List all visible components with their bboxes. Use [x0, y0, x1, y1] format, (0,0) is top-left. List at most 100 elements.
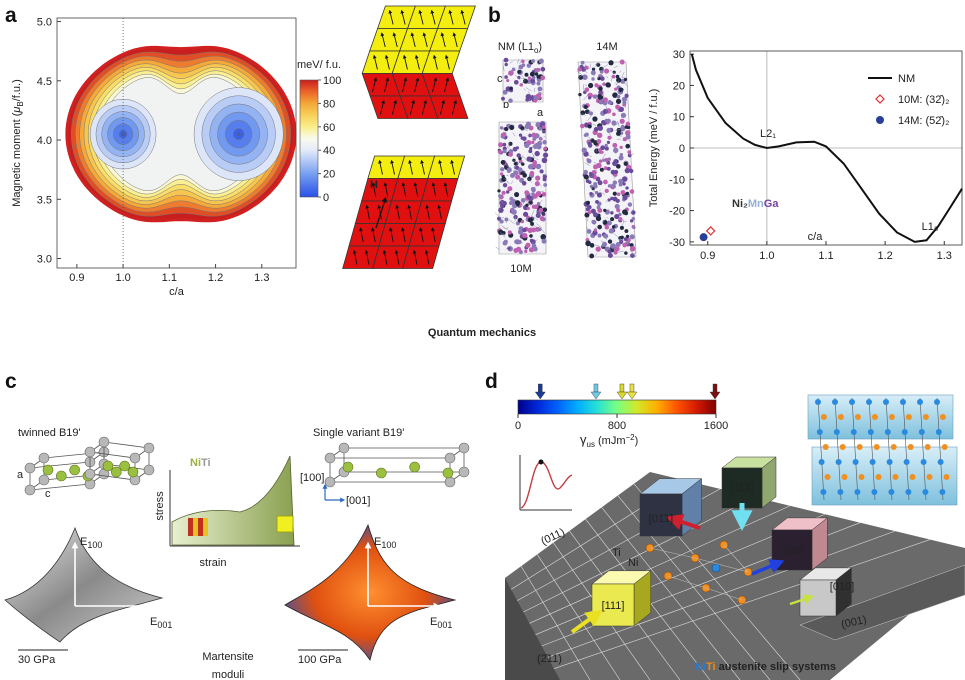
m14-crystal-atom	[617, 192, 621, 196]
m14-crystal-atom	[592, 116, 597, 121]
legend-label: 10M: (32̄)₂	[898, 94, 949, 106]
y-tick-label: 3.0	[37, 254, 52, 266]
nm-crystal-atom	[531, 59, 535, 63]
alloy-label-part: Ni	[190, 457, 201, 469]
m10-crystal-atom	[522, 233, 527, 238]
ni-atom	[120, 461, 130, 471]
m14-crystal-atom	[588, 83, 593, 88]
m14-crystal-atom	[597, 225, 602, 230]
m10-crystal-atom	[528, 164, 533, 169]
m14-crystal-atom	[620, 60, 625, 65]
scale-label: 30 GPa	[18, 654, 56, 666]
m10-crystal-atom	[529, 234, 533, 238]
ti-atom	[893, 474, 899, 480]
lattice-edge	[104, 442, 149, 448]
ni-atom	[837, 489, 843, 495]
structure-label-part: NM (L1	[498, 41, 534, 53]
structure-label: NM (L1o)	[498, 41, 542, 55]
m14-crystal-atom	[620, 146, 623, 149]
ti-atom	[459, 467, 469, 477]
x-tick-label: 1.0	[115, 272, 130, 284]
ni-atom	[934, 399, 940, 405]
y-axis-title: Magnetic moment (μB/f.u.)	[11, 79, 25, 207]
m10-crystal-atom	[503, 183, 507, 187]
m14-crystal-atom	[603, 209, 606, 212]
page: { "panel_labels": ["a", "b", "c", "d"], …	[0, 0, 965, 680]
ni-atom	[111, 467, 121, 477]
modulus-label-part: 100	[87, 540, 102, 550]
ti-atom	[39, 453, 49, 463]
direction-label: [01̄1]	[649, 513, 673, 525]
m14-crystal-atom	[613, 192, 617, 196]
modulus-label-part: E	[80, 536, 87, 548]
m10-crystal-atom	[517, 153, 521, 157]
nm-crystal-atom	[536, 75, 540, 79]
minimum-point	[237, 132, 241, 136]
m14-crystal-atom	[620, 226, 624, 230]
m14-crystal-atom	[630, 246, 636, 252]
ni-atom	[868, 429, 874, 435]
x-tick-label: 1.2	[877, 250, 892, 262]
ti-atom	[857, 444, 863, 450]
y-tick-label: 10	[673, 112, 685, 124]
ti-atom	[923, 414, 929, 420]
colorbar-tick-label: 0	[323, 192, 329, 204]
ni-atom	[443, 468, 453, 478]
m14-crystal-atom	[585, 241, 591, 247]
ti-atom	[823, 444, 829, 450]
m14-crystal-atom	[626, 134, 631, 139]
m14-crystal-atom	[593, 94, 597, 98]
m14-crystal-atom	[611, 243, 616, 248]
ti-atom	[85, 469, 95, 479]
m10-crystal-atom	[542, 125, 546, 129]
m10-crystal-atom	[521, 220, 524, 223]
twin-stripe	[193, 518, 198, 536]
y-axis-title-part: μ	[11, 107, 23, 114]
m14-crystal-atom	[617, 95, 621, 99]
m14-crystal-atom	[624, 229, 628, 233]
m10-crystal-atom	[524, 143, 529, 148]
y-tick-label: 4.5	[37, 76, 52, 88]
m10-crystal-atom	[519, 134, 522, 137]
m10-crystal-atom	[543, 147, 547, 151]
m10-crystal-atom	[498, 142, 503, 147]
nm-crystal-atom	[538, 87, 543, 92]
m14-crystal-atom	[600, 76, 604, 80]
m14-crystal-atom	[614, 170, 618, 174]
m10-crystal-atom	[515, 200, 520, 205]
m10-crystal-atom	[539, 137, 543, 141]
m10-crystal-atom	[508, 152, 513, 157]
m14-crystal-atom	[618, 179, 623, 184]
m10-crystal-atom	[497, 189, 500, 192]
colorbar	[518, 400, 716, 414]
gsfe-curve	[521, 462, 572, 508]
m14-crystal-atom	[580, 110, 585, 115]
ti-atom	[25, 485, 35, 495]
m10-crystal-atom	[525, 243, 530, 248]
m14-crystal-atom	[620, 236, 623, 239]
m14-crystal-atom	[598, 234, 602, 238]
colorbar-tick-label: 60	[323, 122, 335, 134]
gamma-marker-shaft	[713, 384, 717, 392]
m10-crystal-atom	[514, 162, 517, 165]
caption: moduli	[212, 669, 244, 680]
m14-crystal-atom	[612, 112, 616, 116]
m10-crystal-atom	[525, 204, 528, 207]
m14-crystal-atom	[610, 217, 614, 221]
gamma-marker-head	[591, 392, 601, 399]
m14-crystal-atom	[588, 210, 592, 214]
m14-crystal-atom	[594, 228, 597, 231]
m14-crystal-atom	[625, 125, 628, 128]
ni-atom	[56, 471, 66, 481]
direction-label: [100]	[780, 545, 804, 557]
ti-atom	[838, 414, 844, 420]
m14-crystal-atom	[605, 82, 610, 87]
m10-crystal-atom	[538, 127, 542, 131]
m10-crystal-atom	[513, 170, 518, 175]
panel-label: d	[485, 370, 498, 393]
modulus-arrow-head	[146, 603, 153, 610]
m10-crystal-atom	[540, 234, 545, 239]
caption: Martensite	[202, 651, 253, 663]
ni-atom	[43, 465, 53, 475]
m14-crystal-atom	[608, 100, 613, 105]
